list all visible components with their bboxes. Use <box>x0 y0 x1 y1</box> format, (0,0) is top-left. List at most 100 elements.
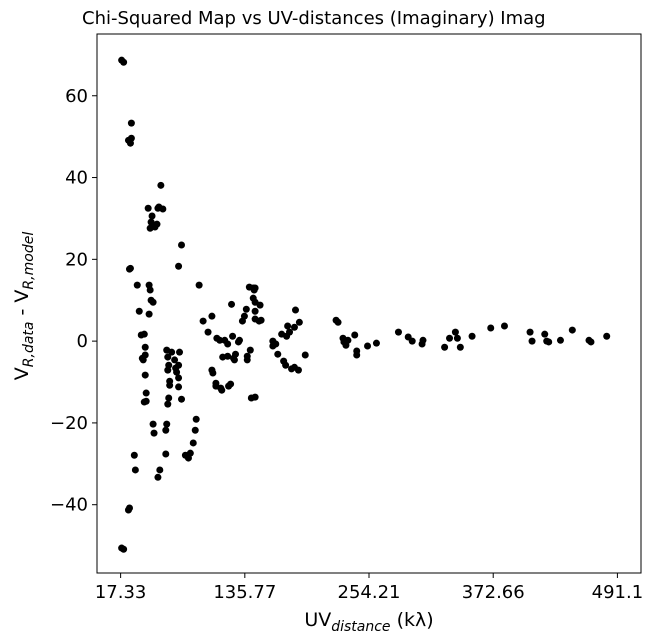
point <box>227 380 235 388</box>
point <box>441 343 449 351</box>
point <box>186 449 194 457</box>
point <box>166 377 174 385</box>
point <box>301 351 309 359</box>
point <box>257 316 265 324</box>
point <box>149 420 157 428</box>
point <box>500 322 508 330</box>
point <box>334 318 342 326</box>
point <box>236 336 244 344</box>
point <box>168 348 176 356</box>
point <box>230 356 238 364</box>
point <box>178 241 186 249</box>
point <box>419 336 427 344</box>
point <box>149 298 157 306</box>
y-axis-label: VR,data - VR,model <box>11 232 37 381</box>
point <box>191 426 199 434</box>
point <box>284 322 292 330</box>
point <box>240 312 248 320</box>
point <box>164 400 172 408</box>
point <box>541 330 549 338</box>
point <box>126 504 134 512</box>
point <box>178 395 186 403</box>
point <box>603 332 611 340</box>
point <box>295 318 303 326</box>
point <box>171 356 179 364</box>
point <box>243 356 251 364</box>
point <box>453 334 461 342</box>
y-label-part: V <box>11 367 33 380</box>
point <box>587 338 595 346</box>
point <box>164 366 172 374</box>
y-label-sub: R,data <box>21 322 37 368</box>
point <box>120 58 128 66</box>
x-tick-label: 491.1 <box>592 582 644 603</box>
point <box>175 361 183 369</box>
point <box>154 473 162 481</box>
point <box>127 134 135 142</box>
point <box>141 351 149 359</box>
point <box>408 337 416 345</box>
point <box>208 312 216 320</box>
point <box>372 339 380 347</box>
point <box>162 426 170 434</box>
y-tick-label: 40 <box>65 168 88 189</box>
point <box>135 307 143 315</box>
point <box>176 348 184 356</box>
point <box>126 264 134 272</box>
point <box>145 310 153 318</box>
point <box>175 374 183 382</box>
x-axis-label: UVdistance (kλ) <box>304 609 433 635</box>
point <box>291 306 299 314</box>
point <box>246 346 254 354</box>
y-tick-label: 0 <box>77 331 88 352</box>
point <box>162 450 170 458</box>
point <box>282 361 290 369</box>
point <box>487 324 495 332</box>
point <box>446 334 454 342</box>
x-tick-label: 254.21 <box>338 582 401 603</box>
point <box>290 323 298 331</box>
plot-frame <box>96 33 642 574</box>
point <box>175 383 183 391</box>
point <box>526 328 534 336</box>
y-tick-label: 20 <box>65 249 88 270</box>
point <box>394 328 402 336</box>
point <box>195 281 203 289</box>
x-tick-label: 17.33 <box>95 582 147 603</box>
y-tick-label: 60 <box>65 86 88 107</box>
point <box>144 204 152 212</box>
point <box>148 212 156 220</box>
y-label-part: - V <box>11 290 33 322</box>
point <box>351 331 359 339</box>
x-tick-label: 135.77 <box>213 582 276 603</box>
y-label-sub: R,model <box>21 232 37 290</box>
point <box>456 343 464 351</box>
x-label-part: (kλ) <box>391 609 434 631</box>
point <box>120 545 128 553</box>
point <box>209 369 217 377</box>
y-tick-label: −20 <box>50 413 88 434</box>
point <box>163 420 171 428</box>
point <box>556 336 564 344</box>
point <box>204 328 212 336</box>
point <box>229 332 237 340</box>
point <box>344 336 352 344</box>
point <box>256 301 264 309</box>
point <box>189 439 197 447</box>
point <box>232 350 240 358</box>
point <box>140 330 148 338</box>
point <box>147 218 155 226</box>
point <box>165 394 173 402</box>
point <box>228 300 236 308</box>
point <box>164 353 172 361</box>
y-tick-label: −40 <box>50 495 88 516</box>
point <box>224 340 232 348</box>
chart-title: Chi-Squared Map vs UV-distances (Imagina… <box>82 8 546 29</box>
point <box>157 181 165 189</box>
point <box>251 393 259 401</box>
point <box>451 328 459 336</box>
x-tick-label: 372.66 <box>462 582 525 603</box>
point <box>242 305 250 313</box>
point <box>545 338 553 346</box>
